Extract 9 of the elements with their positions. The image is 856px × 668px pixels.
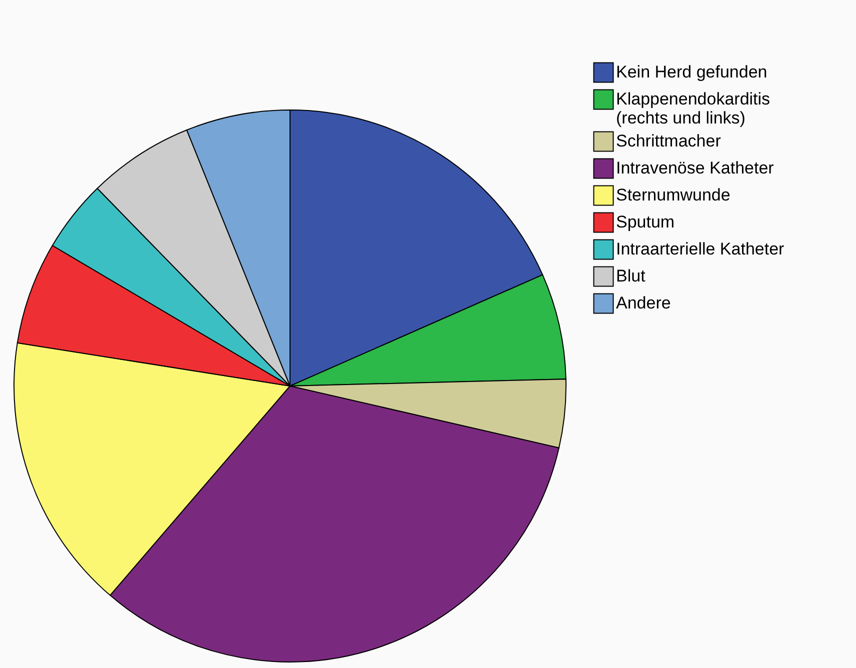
legend-label: Intravenöse Katheter: [616, 158, 774, 178]
legend-label: Andere: [616, 294, 671, 312]
legend-label: Sternumwunde: [616, 186, 730, 204]
legend-label: Blut: [616, 266, 646, 286]
legend-label: Kein Herd gefunden: [616, 62, 768, 82]
legend-label: Intraarterielle Katheter: [616, 240, 785, 258]
legend-label: Schrittmacher: [616, 132, 722, 150]
legend-label: Klappenendokarditis (rechts und links): [616, 90, 770, 128]
legend-label: Sputum: [616, 212, 675, 232]
